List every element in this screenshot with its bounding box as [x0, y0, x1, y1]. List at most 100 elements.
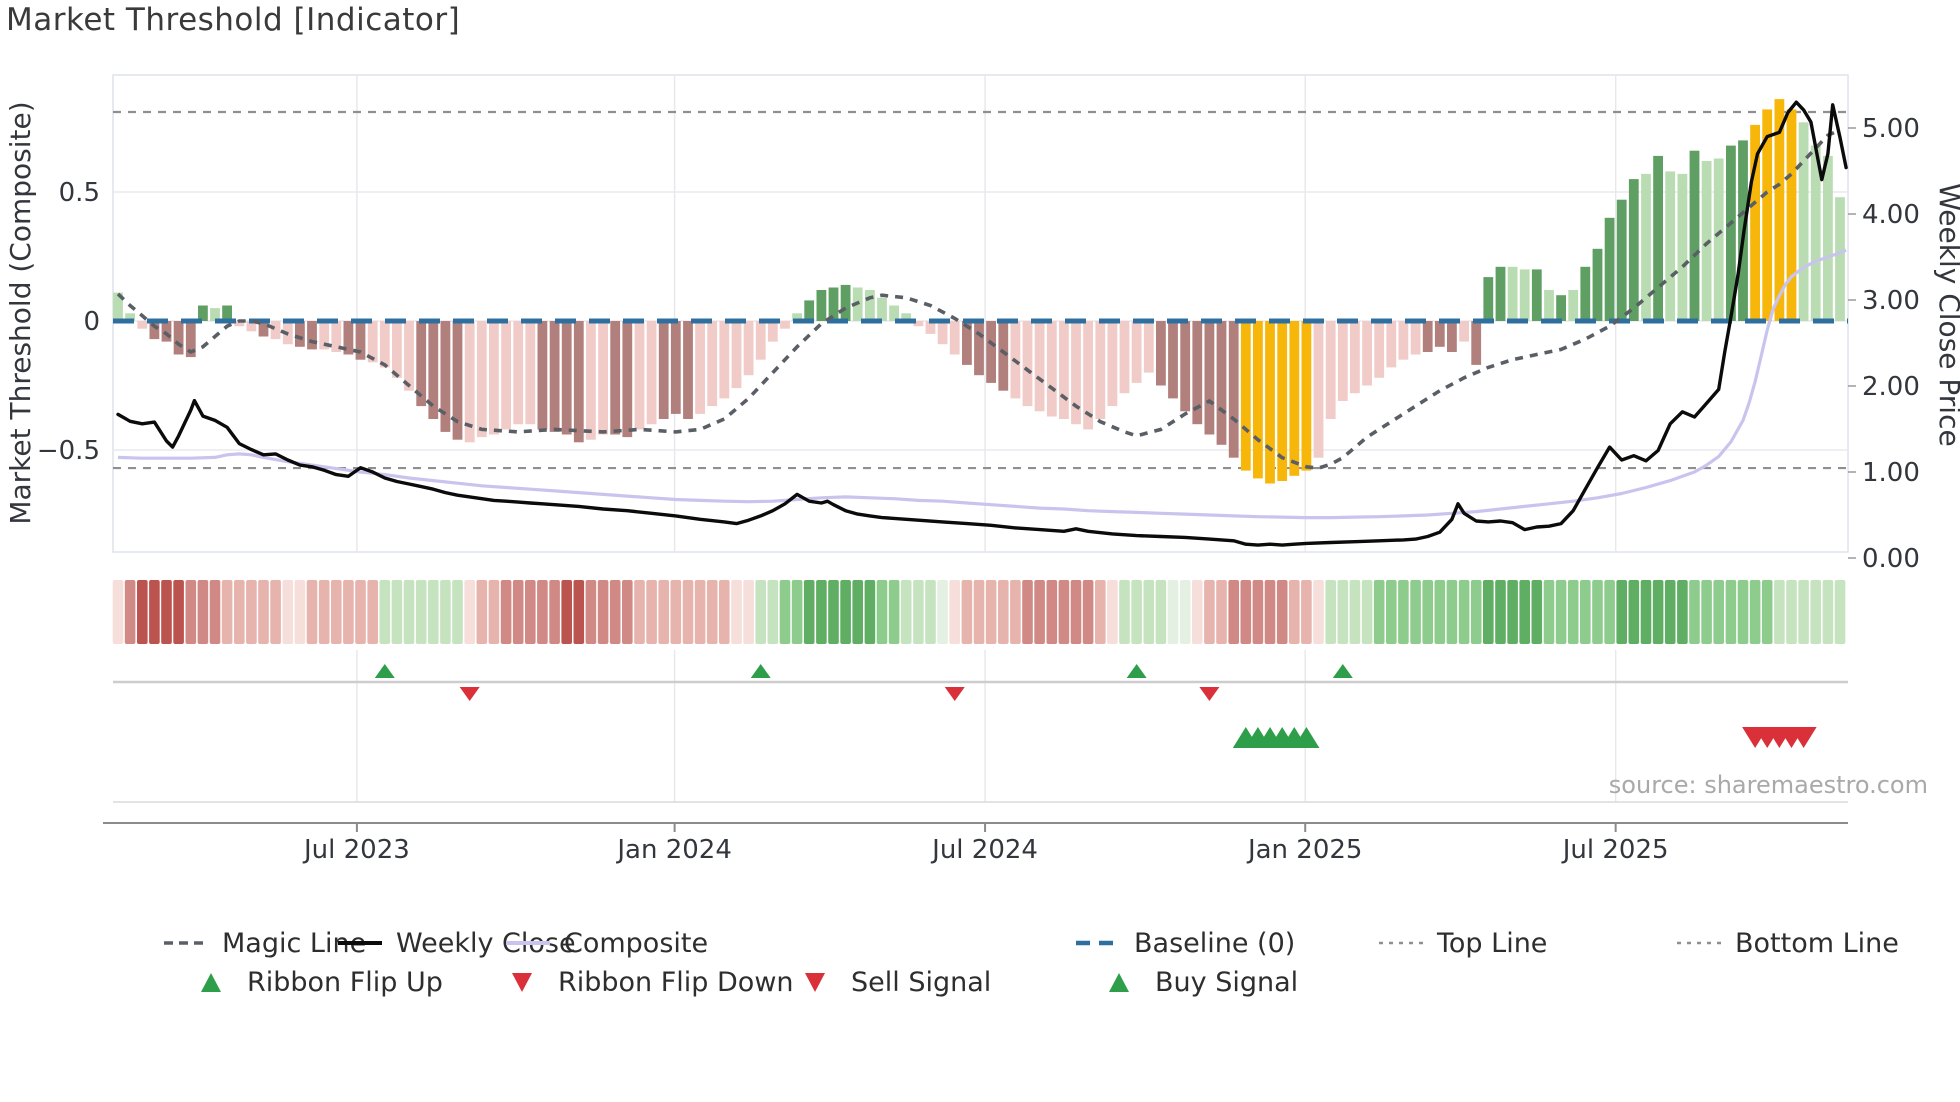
threshold-bar: [149, 321, 160, 340]
ribbon-cell: [803, 580, 815, 644]
composite-line: [117, 248, 1847, 520]
ribbon-cell: [852, 580, 863, 644]
threshold-bar: [1641, 173, 1651, 321]
source-text: source: sharemaestro.com: [1609, 771, 1928, 799]
ribbon-cell: [1519, 580, 1530, 644]
ribbon-flip-down-marker: [1199, 687, 1220, 701]
threshold-bar: [1835, 197, 1845, 321]
ribbon-cell: [1046, 580, 1058, 644]
threshold-bar: [1143, 321, 1154, 373]
ribbon-cell: [1495, 580, 1506, 644]
threshold-bar: [889, 305, 899, 321]
ribbon-cell: [1082, 580, 1094, 644]
threshold-bar: [392, 321, 402, 378]
threshold-bar: [1507, 266, 1518, 321]
ribbon-cell: [1034, 580, 1045, 644]
threshold-bar: [489, 321, 499, 435]
threshold-bar: [319, 321, 330, 350]
ribbon-cell: [1179, 580, 1191, 644]
ribbon-cell: [1349, 580, 1361, 644]
ribbon-cell: [452, 580, 463, 644]
ribbon-cell: [173, 580, 184, 644]
ribbon-cell: [294, 580, 306, 644]
ribbon-cell: [573, 580, 585, 644]
threshold-bar: [1277, 321, 1288, 481]
threshold-bar: [1568, 290, 1579, 321]
legend-label: Ribbon Flip Down: [558, 966, 794, 998]
right-tick-label: 5.00: [1862, 114, 1920, 144]
ribbon-flip-up-marker: [1126, 664, 1147, 678]
ribbon-cell: [355, 580, 366, 644]
threshold-bar: [1604, 217, 1615, 321]
ribbon-cell: [112, 580, 124, 644]
ribbon-cell: [1192, 580, 1203, 644]
ribbon-cell: [816, 580, 827, 644]
ribbon-cell: [367, 580, 378, 644]
threshold-bar: [210, 308, 220, 321]
threshold-bar: [561, 321, 572, 435]
ribbon-cell: [622, 580, 633, 644]
ribbon-cell: [682, 580, 694, 644]
threshold-bar: [428, 321, 439, 419]
threshold-bar: [865, 290, 875, 321]
ribbon-cell: [403, 580, 415, 644]
threshold-bar: [767, 321, 778, 342]
threshold-bar: [1059, 321, 1069, 419]
ribbon-cell: [1567, 580, 1579, 644]
threshold-bar: [1034, 321, 1045, 412]
ribbon-cell: [779, 580, 791, 644]
ribbon-cell: [440, 580, 451, 644]
threshold-bar: [780, 321, 790, 329]
ribbon-cell: [1010, 580, 1021, 644]
threshold-bar: [1168, 321, 1178, 399]
threshold-bar: [307, 321, 317, 350]
threshold-bar: [1677, 173, 1688, 321]
threshold-bar: [295, 321, 305, 347]
ribbon-cell: [597, 580, 609, 644]
threshold-bar: [270, 321, 281, 340]
ribbon-cell: [1216, 580, 1227, 644]
threshold-bar: [1131, 321, 1142, 383]
ribbon-cell: [743, 580, 754, 644]
ribbon-flip-up-marker: [1332, 664, 1353, 678]
threshold-bar: [877, 297, 887, 321]
threshold-bar: [719, 321, 730, 399]
ribbon-cell: [1761, 580, 1773, 644]
ribbon-cell: [1701, 580, 1712, 644]
threshold-bar: [804, 300, 815, 321]
threshold-bar: [1701, 161, 1712, 321]
ribbon-cell: [1810, 580, 1821, 644]
ribbon-cell: [937, 580, 948, 644]
ribbon-cell: [973, 580, 985, 644]
ribbon-cell: [1677, 580, 1688, 644]
threshold-bar: [913, 321, 924, 327]
threshold-bar: [1253, 321, 1263, 479]
chart-title: Market Threshold [Indicator]: [6, 2, 461, 38]
ribbon-cell: [197, 580, 209, 644]
threshold-bar: [379, 321, 390, 368]
legend-label: Ribbon Flip Up: [247, 966, 443, 998]
dashed-blue-swatch-icon: [1076, 940, 1120, 946]
threshold-bar: [476, 321, 487, 438]
ribbon-cell: [185, 580, 197, 644]
ribbon-flip-down-marker: [459, 687, 480, 701]
threshold-bar: [198, 305, 208, 321]
threshold-bar: [816, 290, 827, 321]
ribbon-flip-up-marker: [374, 664, 395, 678]
threshold-bar: [173, 321, 184, 355]
ribbon-cell: [209, 580, 221, 644]
ribbon-cell: [234, 580, 245, 644]
ribbon-cell: [1107, 580, 1118, 644]
ribbon-cell: [1713, 580, 1724, 644]
threshold-bar: [1810, 145, 1821, 321]
ribbon-cell: [306, 580, 318, 644]
legend-item-top-line: Top Line: [1378, 926, 1547, 960]
ribbon-cell: [1652, 580, 1664, 644]
legend-label: Sell Signal: [851, 966, 992, 998]
ribbon-cell: [258, 580, 269, 644]
threshold-bar: [331, 321, 342, 352]
legend-label: Top Line: [1437, 927, 1548, 959]
solid-lavender-swatch-icon: [506, 941, 550, 945]
threshold-bar: [525, 321, 536, 425]
ribbon-cell: [864, 580, 876, 644]
